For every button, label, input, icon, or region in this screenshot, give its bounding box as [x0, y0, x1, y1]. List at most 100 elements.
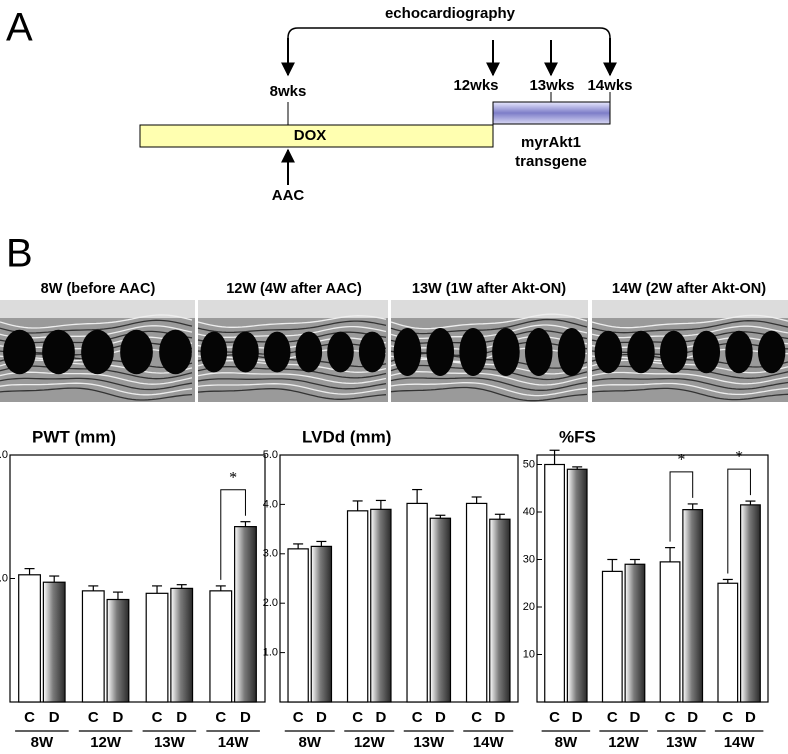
- series-label: D: [435, 709, 446, 726]
- image-stripe: [197, 388, 387, 400]
- y-tick-label: 30: [523, 553, 535, 565]
- chart-title: %FS: [559, 427, 596, 446]
- series-label: C: [352, 709, 363, 726]
- series-label: C: [88, 709, 99, 726]
- image-stripe: [591, 336, 788, 350]
- image-stripe: [0, 314, 193, 329]
- image-stripe: [197, 366, 387, 379]
- image-stripe: [197, 378, 387, 390]
- image-stripe: [197, 337, 387, 349]
- cavity: [3, 329, 36, 375]
- x-tick-label: 13W: [413, 734, 445, 751]
- image-stripe: [197, 343, 387, 355]
- cavity: [659, 330, 688, 374]
- cavity: [692, 330, 721, 374]
- image-top: [391, 300, 588, 318]
- series-label: D: [240, 709, 251, 726]
- cavity: [120, 329, 153, 375]
- bar: [682, 509, 704, 703]
- x-tick-label: 12W: [354, 734, 386, 751]
- image-stripe: [197, 372, 387, 385]
- image-stripe: [591, 365, 788, 379]
- series-label: C: [215, 709, 226, 726]
- image-stripe: [591, 331, 788, 344]
- image-stripe: [390, 382, 588, 397]
- series-label: C: [412, 709, 423, 726]
- significance-label: *: [677, 452, 685, 469]
- image-stripe: [197, 354, 387, 368]
- series-label: D: [49, 709, 60, 726]
- image-stripe: [591, 325, 788, 339]
- series-label: C: [607, 709, 618, 726]
- series-label: C: [152, 709, 163, 726]
- series-label: C: [722, 709, 733, 726]
- plot-frame: [279, 454, 519, 703]
- transgene-label: myrAkt1: [521, 134, 581, 151]
- image-stripe: [591, 314, 788, 329]
- series-label: D: [316, 709, 327, 726]
- bar: [287, 548, 309, 703]
- significance-label: *: [735, 449, 743, 466]
- y-tick-label: 3.0: [263, 548, 278, 560]
- cavity: [327, 331, 354, 373]
- bar: [346, 510, 369, 703]
- series-label: D: [687, 709, 698, 726]
- x-tick-label: 14W: [218, 734, 250, 751]
- cavity: [725, 330, 753, 374]
- image-stripe: [390, 377, 588, 391]
- image-stripe: [390, 341, 588, 357]
- y-tick-label: 10: [523, 648, 535, 660]
- cavity: [524, 328, 553, 376]
- significance-bracket: [727, 468, 751, 574]
- cavity: [358, 331, 386, 373]
- series-label: D: [113, 709, 124, 726]
- significance-bracket: [669, 471, 694, 542]
- image-stripe: [197, 325, 387, 338]
- y-tick-label: 1.0: [263, 647, 278, 659]
- cavity: [81, 329, 114, 375]
- series-label: D: [375, 709, 386, 726]
- cavity: [42, 329, 75, 375]
- image-stripe: [197, 331, 387, 343]
- image-stripe: [591, 387, 788, 401]
- image-stripe: [591, 371, 788, 385]
- cavity: [393, 328, 422, 376]
- image-stripe: [390, 352, 588, 369]
- cavity: [232, 331, 259, 373]
- image-stripe: [197, 360, 387, 373]
- image-top: [592, 300, 788, 318]
- dox-bar: [139, 124, 494, 148]
- bar: [740, 504, 761, 703]
- x-tick-label: 8W: [555, 734, 578, 751]
- image-stripe: [591, 377, 788, 390]
- series-label: D: [630, 709, 641, 726]
- cavity: [159, 329, 192, 375]
- timepoint: 13wks: [529, 77, 574, 94]
- arrows: [281, 38, 617, 185]
- y-tick-label: 2.0: [0, 449, 8, 461]
- bar: [601, 570, 623, 703]
- image-label: 14W (2W after Akt-ON): [612, 281, 766, 297]
- image-stripe: [197, 315, 387, 328]
- transgene-bar: [492, 101, 611, 125]
- surgery-label: AAC: [272, 187, 305, 204]
- transgene-label: transgene: [515, 153, 587, 170]
- bar: [465, 502, 488, 703]
- cavity: [426, 328, 455, 376]
- x-tick-label: 13W: [154, 734, 186, 751]
- x-tick-label: 13W: [666, 734, 698, 751]
- bracket: [287, 27, 611, 39]
- image-stripe: [390, 358, 588, 375]
- y-tick-label: 20: [523, 601, 535, 613]
- image-stripe: [591, 359, 788, 374]
- y-tick-label: 2.0: [263, 597, 278, 609]
- series-label: D: [745, 709, 756, 726]
- bar: [170, 587, 194, 703]
- image-stripe: [591, 320, 788, 334]
- bar: [624, 563, 646, 703]
- span-label: echocardiography: [385, 5, 516, 22]
- y-tick-label: 5.0: [263, 449, 278, 461]
- bar: [18, 574, 41, 703]
- echo-images: [0, 300, 788, 402]
